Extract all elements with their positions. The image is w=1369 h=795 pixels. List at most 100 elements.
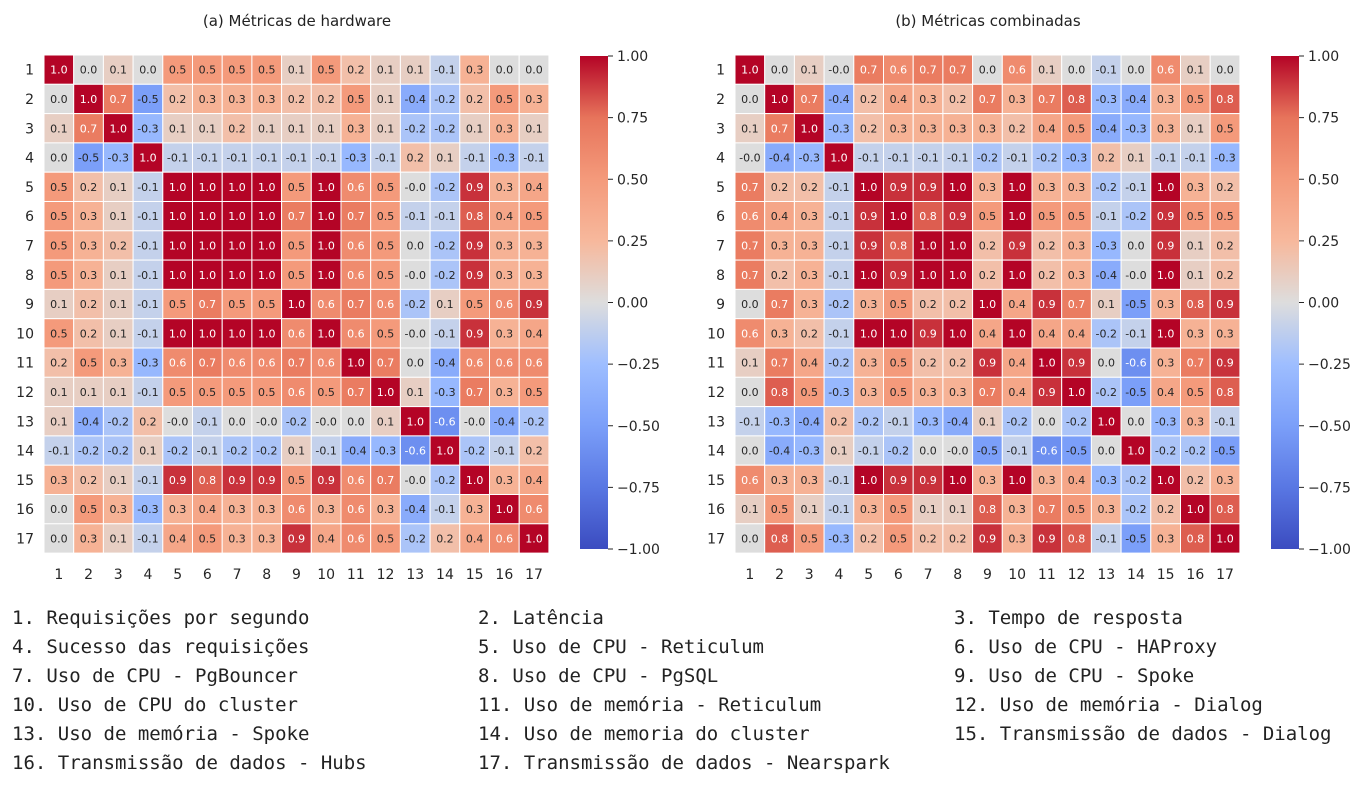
heatmap-cell	[489, 54, 520, 85]
heatmap-a: 1.0 0.0 0.1 0.0 0.5 0.5 0.5 0.5 0.1 0.5 0.2 0.1 0.1-…	[16, 54, 550, 583]
cell-value-label: -0.3	[137, 122, 158, 135]
colorbar-tick-label: −1.00	[617, 542, 660, 558]
colorbar-tick-label: 0.00	[1308, 296, 1339, 312]
x-tick-label: 15	[1157, 567, 1175, 583]
x-tick-label: 10	[317, 567, 335, 583]
cell-value-label: -0.3	[1096, 474, 1117, 487]
heatmap-cell	[132, 406, 164, 437]
x-tick-label: 11	[1038, 567, 1056, 583]
cell-value-label: -0.3	[137, 503, 158, 516]
cell-value-label: 0.6	[496, 532, 514, 545]
cell-value-label: 0.3	[1038, 474, 1056, 487]
heatmap-cell	[162, 83, 194, 115]
cell-value-label: 0.1	[979, 415, 997, 428]
heatmap-cell	[518, 113, 550, 144]
y-tick-label: 10	[707, 326, 725, 342]
heatmap-cell	[1090, 406, 1122, 437]
heatmap-cell	[734, 259, 766, 290]
cell-value-label: -0.0	[405, 474, 426, 487]
heatmap-cell	[972, 142, 1003, 173]
heatmap-cell	[1090, 54, 1122, 85]
cell-value-label: -0.2	[434, 181, 455, 194]
cell-value-label: -0.1	[137, 532, 158, 545]
heatmap-cell	[459, 406, 490, 437]
legend-item: 17. Transmissão de dados - Nearspark	[478, 752, 890, 774]
cell-value-label: 1.0	[890, 327, 908, 340]
cell-value-label: 0.9	[466, 269, 484, 282]
cell-value-label: 1.0	[1157, 269, 1175, 282]
cell-value-label: 0.5	[50, 239, 68, 252]
colorbar-tick-label: −0.75	[617, 480, 660, 496]
heatmap-cell	[1031, 347, 1063, 378]
heatmap-cell	[192, 435, 223, 466]
cell-value-label: 0.2	[979, 269, 997, 282]
legend-item: 16. Transmissão de dados - Hubs	[12, 752, 367, 774]
cell-value-label: 0.2	[949, 93, 967, 106]
cell-value-label: 0.3	[258, 532, 276, 545]
cell-value-label: 0.0	[979, 64, 997, 77]
y-tick-label: 5	[716, 180, 725, 196]
cell-value-label: 0.9	[1008, 239, 1026, 252]
cell-value-label: -0.0	[167, 415, 188, 428]
heatmap-cell	[489, 435, 520, 466]
cell-value-label: 0.7	[919, 64, 937, 77]
cell-value-label: 0.7	[347, 386, 365, 399]
cell-value-label: 0.9	[860, 239, 878, 252]
heatmap-cell	[192, 83, 223, 115]
cell-value-label: 0.9	[919, 474, 937, 487]
heatmap-cell	[518, 201, 550, 232]
cell-value-label: -0.1	[494, 445, 515, 458]
cell-value-label: 0.4	[1038, 327, 1056, 340]
cell-value-label: 0.3	[525, 269, 543, 282]
cell-value-label: 0.6	[347, 532, 365, 545]
cell-value-label: -0.1	[286, 152, 307, 165]
heatmap-cell	[43, 376, 75, 408]
cell-value-label: 0.3	[919, 93, 937, 106]
cell-value-label: 0.1	[1187, 122, 1205, 135]
cell-value-label: 0.2	[317, 93, 335, 106]
cell-value-label: -0.2	[1096, 386, 1117, 399]
cell-value-label: 0.8	[919, 210, 937, 223]
cell-value-label: 0.5	[1068, 503, 1086, 516]
heatmap-cell	[764, 288, 795, 320]
heatmap-cell	[192, 288, 223, 320]
heatmap-cell	[1180, 83, 1211, 115]
heatmap-cell	[1209, 142, 1241, 173]
cell-value-label: 0.7	[979, 93, 997, 106]
cell-value-label: -0.1	[315, 445, 336, 458]
cell-value-label: 0.5	[169, 298, 187, 311]
heatmap-cell	[251, 376, 283, 408]
heatmap-cell	[162, 435, 194, 466]
heatmap-cell	[1061, 230, 1092, 261]
cell-value-label: -0.1	[828, 503, 849, 516]
cell-value-label: 0.3	[949, 386, 967, 399]
heatmap-cell	[102, 406, 134, 437]
heatmap-cell	[370, 83, 401, 115]
cell-value-label: 1.0	[949, 181, 967, 194]
cell-value-label: 0.0	[771, 64, 789, 77]
heatmap-cell	[764, 523, 795, 554]
cell-value-label: 0.8	[466, 210, 484, 223]
cell-value-label: 1.0	[436, 445, 454, 458]
heatmap-cell	[1120, 406, 1152, 437]
cell-value-label: 0.4	[199, 503, 217, 516]
cell-value-label: 0.2	[228, 122, 246, 135]
heatmap-cell	[793, 318, 825, 349]
cell-value-label: -0.1	[523, 152, 544, 165]
heatmap-cell	[1031, 288, 1063, 320]
cell-value-label: 0.9	[890, 269, 908, 282]
heatmap-cell	[429, 113, 461, 144]
cell-value-label: 0.6	[317, 357, 335, 370]
x-tick-label: 2	[84, 567, 93, 583]
heatmap-cell	[73, 142, 104, 173]
heatmap-cell	[972, 230, 1003, 261]
cell-value-label: 0.6	[288, 386, 306, 399]
cell-value-label: -0.0	[405, 181, 426, 194]
cell-value-label: 0.0	[919, 445, 937, 458]
cell-value-label: 0.5	[377, 532, 395, 545]
cell-value-label: 0.0	[228, 415, 246, 428]
cell-value-label: 0.7	[979, 386, 997, 399]
heatmap-cell	[793, 523, 825, 554]
heatmap-cell	[1150, 376, 1182, 408]
cell-value-label: -0.1	[405, 210, 426, 223]
